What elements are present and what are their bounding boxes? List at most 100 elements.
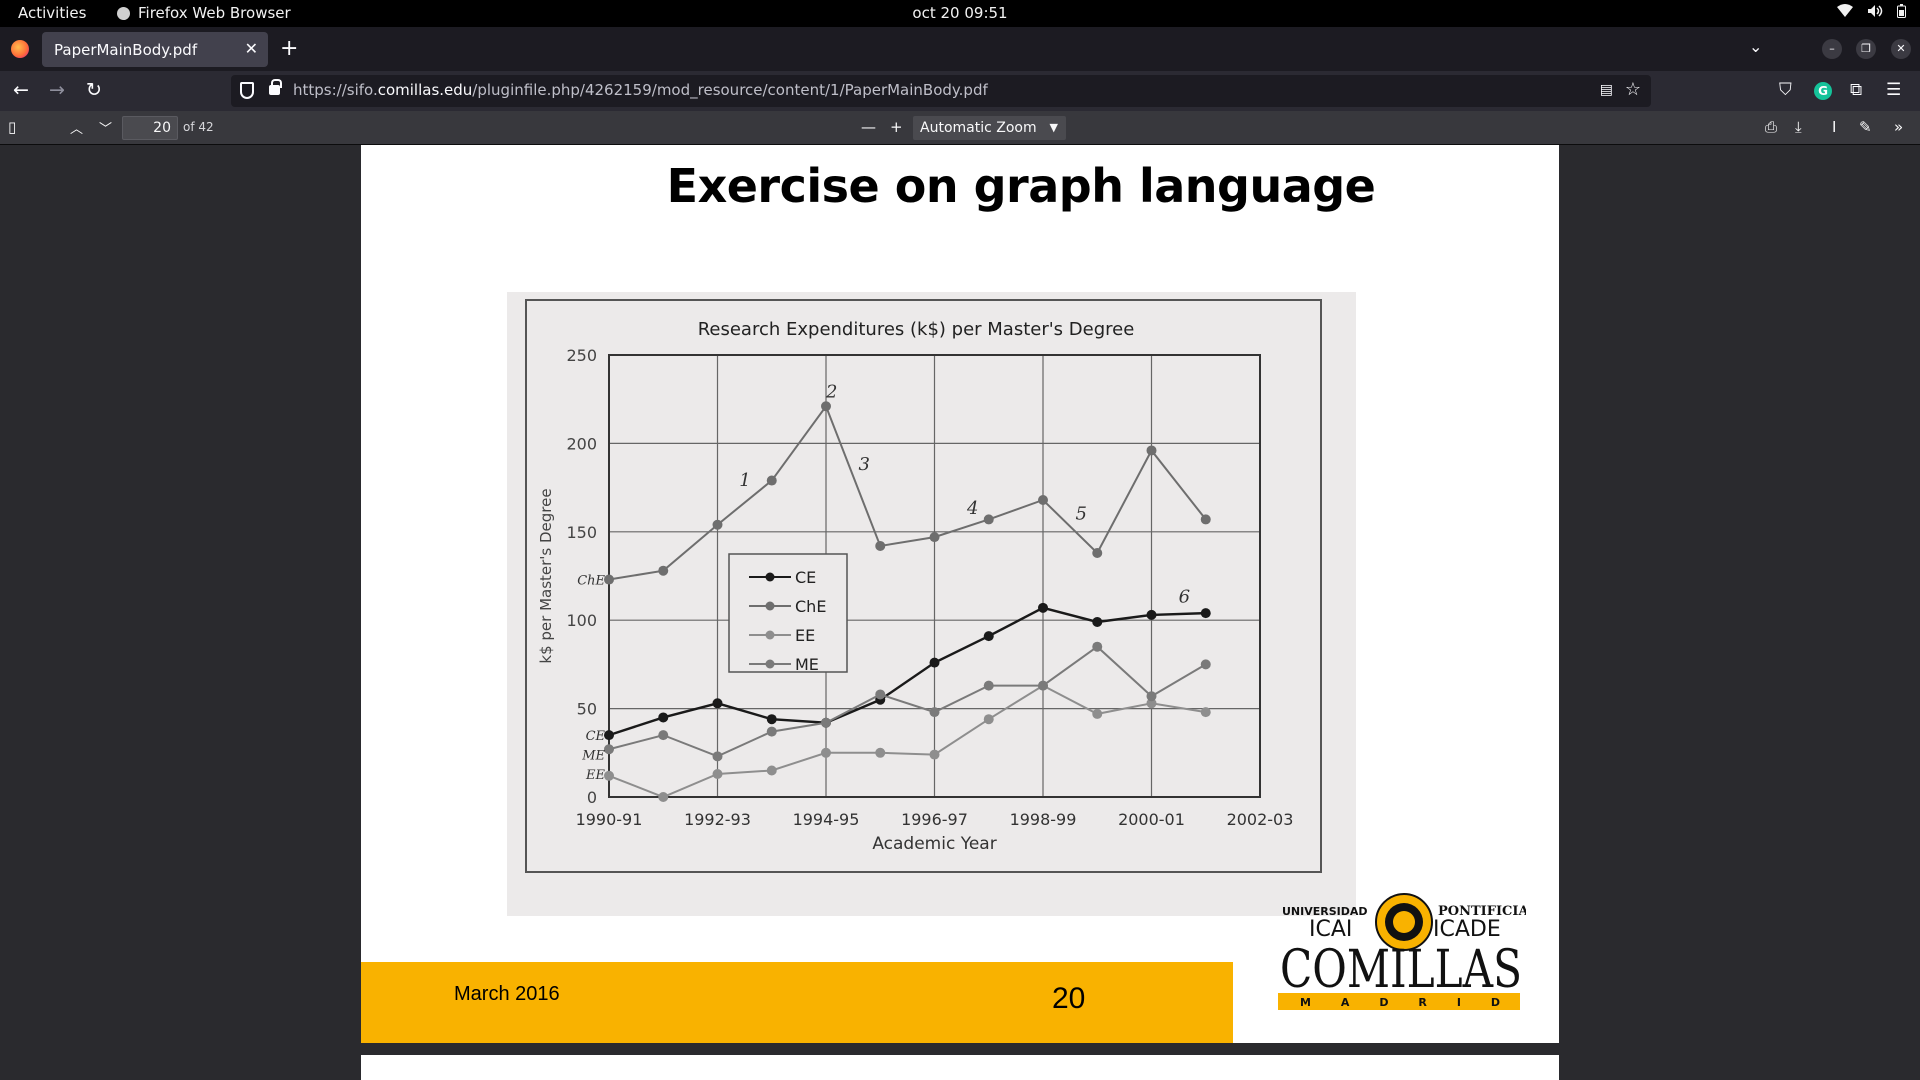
series-line-ee <box>608 684 1206 799</box>
tab-title: PaperMainBody.pdf <box>54 40 198 59</box>
data-point-che <box>766 475 777 486</box>
x-tick-label: 2002-03 <box>1227 810 1294 829</box>
grammarly-extension-icon[interactable]: G <box>1814 82 1832 100</box>
bookmark-star-icon[interactable]: ☆ <box>1624 79 1641 100</box>
address-bar[interactable]: https://sifo.comillas.edu/pluginfile.php… <box>231 75 1651 107</box>
extensions-icon[interactable]: ⧉ <box>1850 80 1863 100</box>
tracking-protection-icon[interactable] <box>240 82 254 99</box>
svg-text:PONTIFICIA: PONTIFICIA <box>1438 904 1526 919</box>
pdf-viewer[interactable]: Exercise on graph language Research Expe… <box>0 145 1920 1080</box>
data-point-che <box>929 532 940 543</box>
tab-list-chevron-icon[interactable]: ⌄ <box>1749 37 1763 56</box>
handwritten-series-label: ChE <box>577 574 605 589</box>
x-tick-label: 1992-93 <box>684 810 751 829</box>
handwritten-annotation: 4 <box>966 498 978 519</box>
battery-icon <box>1897 4 1906 18</box>
download-icon[interactable]: ⤓ <box>1795 118 1802 136</box>
data-point-ee <box>1200 707 1211 718</box>
data-point-me <box>875 689 886 700</box>
legend-label-che: ChE <box>795 597 826 616</box>
data-point-me <box>1146 691 1157 702</box>
legend-label-ce: CE <box>795 568 816 587</box>
zoom-out-icon[interactable]: — <box>861 118 876 136</box>
data-point-ce <box>1146 609 1157 620</box>
data-point-me <box>983 680 994 691</box>
zoom-select[interactable]: Automatic Zoom ▼ <box>913 116 1066 140</box>
draw-tool-icon[interactable]: ✎ <box>1859 118 1872 136</box>
system-tray[interactable] <box>1837 4 1906 18</box>
sidebar-toggle-icon[interactable]: ▯ <box>8 118 17 136</box>
data-point-me <box>1038 680 1048 691</box>
print-icon[interactable]: ⎙ <box>1765 118 1778 136</box>
previous-page-icon[interactable]: ︿ <box>70 122 84 137</box>
volume-icon <box>1868 5 1883 17</box>
page-number-input[interactable]: 20 <box>122 116 178 140</box>
legend-marker-ce <box>765 572 775 582</box>
series-line-che <box>608 404 1207 581</box>
zoom-select-value: Automatic Zoom <box>920 120 1037 136</box>
x-tick-label: 1998-99 <box>1010 810 1077 829</box>
minimize-icon[interactable]: – <box>1822 39 1842 59</box>
y-tick-label: 150 <box>566 523 597 542</box>
restore-icon[interactable]: ❐ <box>1856 39 1876 59</box>
handwritten-series-label: EE <box>585 768 605 783</box>
lock-icon[interactable] <box>269 79 282 95</box>
data-point-ee <box>1092 708 1103 719</box>
next-page-icon[interactable]: ﹀ <box>99 122 113 137</box>
handwritten-annotation: 1 <box>739 470 750 491</box>
footer-page-number: 20 <box>1052 982 1086 1015</box>
data-point-me <box>766 726 777 737</box>
data-point-me <box>929 707 940 718</box>
clock[interactable]: oct 20 09:51 <box>912 4 1008 22</box>
legend-marker-che <box>765 601 775 611</box>
zoom-in-icon[interactable]: + <box>890 118 903 136</box>
y-axis-label: k$ per Master's Degree <box>537 488 555 663</box>
back-icon[interactable]: ← <box>13 79 29 101</box>
activities-button[interactable]: Activities <box>18 4 87 22</box>
text-tool-icon[interactable]: I <box>1832 118 1837 136</box>
data-point-ee <box>983 714 994 725</box>
data-point-che <box>1146 445 1157 456</box>
footer-date: March 2016 <box>454 983 560 1005</box>
x-tick-label: 1994-95 <box>793 810 860 829</box>
tab-strip: PaperMainBody.pdf ✕ + ⌄ – ❐ ✕ <box>0 27 1920 71</box>
x-axis-label: Academic Year <box>872 834 996 854</box>
series-line-me <box>608 645 1207 758</box>
svg-text:ICAI: ICAI <box>1309 917 1352 942</box>
data-point-che <box>1092 548 1103 559</box>
data-point-ce <box>929 657 940 668</box>
tools-menu-icon[interactable]: » <box>1894 118 1904 136</box>
slide-title: Exercise on graph language <box>666 159 1376 213</box>
wifi-icon <box>1837 4 1853 17</box>
close-tab-icon[interactable]: ✕ <box>244 39 258 58</box>
legend-box <box>728 553 848 673</box>
menu-icon[interactable]: ☰ <box>1886 80 1902 100</box>
data-point-che <box>821 401 831 412</box>
app-menu[interactable]: Firefox Web Browser <box>117 4 291 22</box>
svg-text:UNIVERSIDAD: UNIVERSIDAD <box>1282 905 1368 918</box>
data-point-che <box>1200 514 1211 525</box>
data-point-ce <box>1200 608 1211 619</box>
url-text[interactable]: https://sifo.comillas.edu/pluginfile.php… <box>293 81 988 99</box>
tab-pdf[interactable]: PaperMainBody.pdf ✕ <box>42 32 268 67</box>
data-point-me <box>712 751 723 762</box>
close-window-icon[interactable]: ✕ <box>1891 39 1911 59</box>
new-tab-icon[interactable]: + <box>280 36 299 61</box>
chart-scan: Research Expenditures (k$) per Master's … <box>507 292 1356 916</box>
system-top-bar: Activities Firefox Web Browser oct 20 09… <box>0 0 1920 27</box>
legend-marker-ee <box>765 630 775 640</box>
y-tick-label: 100 <box>566 611 597 630</box>
reader-view-icon[interactable]: ▤ <box>1599 82 1613 98</box>
svg-text:COMILLAS: COMILLAS <box>1280 940 1522 1000</box>
pocket-icon[interactable]: ⛉ <box>1779 80 1792 100</box>
firefox-view-icon[interactable] <box>11 40 29 58</box>
data-point-ce <box>983 631 994 642</box>
y-tick-label: 0 <box>587 788 597 807</box>
data-point-che <box>983 514 994 525</box>
data-point-ee <box>1146 698 1157 709</box>
data-point-che <box>875 540 886 551</box>
footer-bar <box>361 962 1233 1043</box>
forward-icon[interactable]: → <box>49 79 65 101</box>
reload-icon[interactable]: ↻ <box>86 79 102 101</box>
svg-text:ICADE: ICADE <box>1433 917 1501 942</box>
